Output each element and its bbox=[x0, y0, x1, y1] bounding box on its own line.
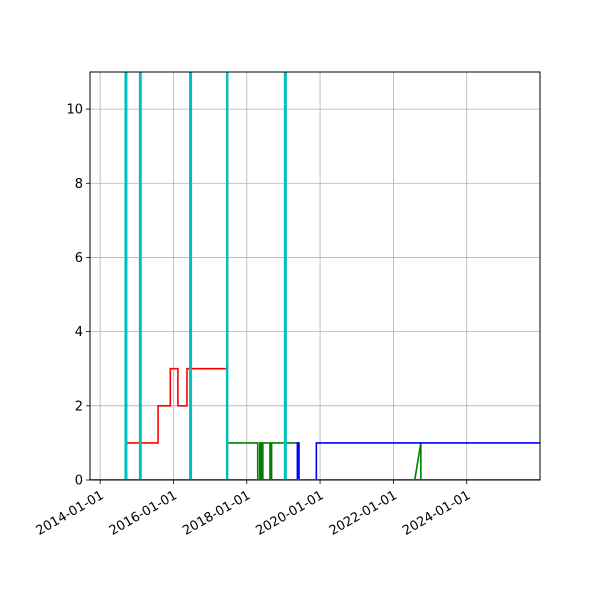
series-line-4 bbox=[90, 72, 540, 480]
y-tick-label: 0 bbox=[75, 474, 83, 489]
series-line-2 bbox=[90, 442, 540, 480]
y-tick-label: 10 bbox=[66, 103, 83, 118]
plot-frame bbox=[89, 71, 541, 481]
y-axis: 0 2 4 6 8 10 bbox=[66, 103, 90, 489]
y-tick-label: 4 bbox=[75, 325, 83, 340]
y-tick-label: 2 bbox=[75, 399, 83, 414]
y-tick-label: 8 bbox=[75, 177, 83, 192]
y-tick-label: 6 bbox=[75, 251, 83, 266]
series-line-3 bbox=[90, 442, 540, 480]
plot-background bbox=[90, 72, 540, 480]
series-lines bbox=[90, 72, 540, 480]
series-line-1 bbox=[90, 367, 540, 480]
